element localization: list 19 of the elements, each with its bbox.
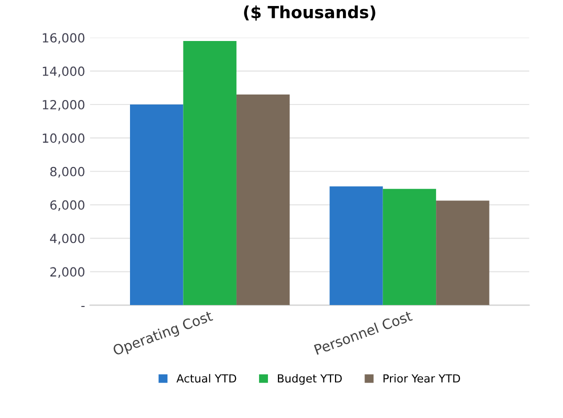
y-tick-label: 16,000 <box>42 33 84 44</box>
bar <box>330 186 383 306</box>
y-tick-label: 14,000 <box>42 66 84 78</box>
y-tick-label: 2,000 <box>50 267 84 278</box>
y-tick-label: 6,000 <box>50 200 84 212</box>
bar <box>183 40 236 306</box>
legend-label: Prior Year YTD <box>384 374 460 383</box>
bar <box>130 104 184 306</box>
bar <box>436 200 490 306</box>
legend-label: Budget YTD <box>278 374 342 385</box>
y-tick-label: 12,000 <box>42 100 84 111</box>
y-tick-label: 4,000 <box>50 234 84 244</box>
legend-label: Actual YTD <box>176 374 236 383</box>
y-tick-label: - <box>81 306 85 307</box>
bar <box>382 188 436 306</box>
y-tick-label: 10,000 <box>42 133 84 144</box>
chart-title: ($ Thousands) <box>244 6 376 21</box>
y-tick-label: 8,000 <box>50 166 84 178</box>
bar <box>236 94 290 306</box>
